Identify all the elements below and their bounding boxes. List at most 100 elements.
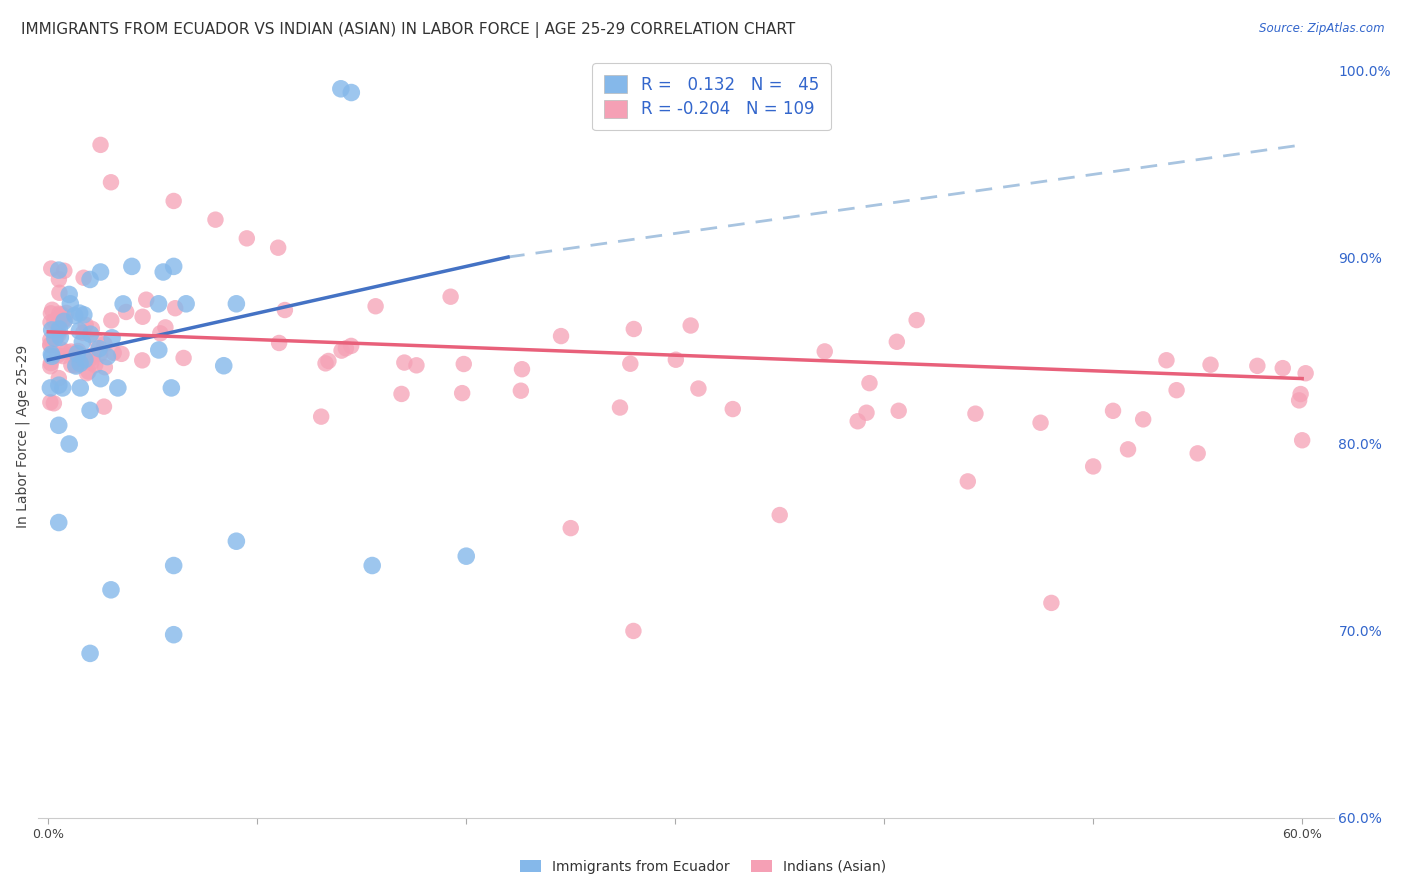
Point (679, 318, 702, 333)
Point (87, 342, 110, 356)
Point (52, 381, 75, 395)
Point (41, 347, 63, 361)
Point (509, 384, 531, 398)
Point (453, 357, 475, 371)
Point (80, 356, 103, 370)
Point (89, 347, 111, 361)
Point (69, 356, 91, 370)
Point (79, 646, 101, 660)
Point (665, 352, 688, 367)
Point (82, 348, 104, 362)
Point (1288, 393, 1310, 408)
Point (63, 309, 86, 323)
Point (619, 357, 641, 371)
Point (80, 322, 103, 336)
Point (39, 333, 62, 347)
Text: IMMIGRANTS FROM ECUADOR VS INDIAN (ASIAN) IN LABOR FORCE | AGE 25-29 CORRELATION: IMMIGRANTS FROM ECUADOR VS INDIAN (ASIAN… (21, 22, 796, 38)
Point (93, 337, 115, 351)
Point (340, 339, 363, 353)
Point (364, 299, 387, 313)
Point (48, 378, 70, 392)
Point (814, 344, 837, 359)
Point (48, 316, 70, 330)
Point (394, 355, 416, 369)
Point (361, 558, 384, 573)
Point (131, 310, 153, 324)
Point (48, 272, 70, 286)
Point (887, 404, 910, 418)
Point (39, 315, 62, 329)
Point (623, 624, 645, 638)
Point (101, 331, 124, 345)
Point (769, 508, 792, 522)
Point (48, 516, 70, 530)
Point (1083, 459, 1105, 474)
Point (79, 403, 101, 417)
Point (58, 287, 80, 301)
Point (688, 382, 710, 396)
Point (46, 348, 69, 362)
Text: Source: ZipAtlas.com: Source: ZipAtlas.com (1260, 22, 1385, 36)
Point (48, 263, 70, 277)
Point (39, 359, 62, 374)
Point (55, 344, 77, 359)
Point (115, 305, 138, 319)
Point (1199, 358, 1222, 372)
Point (39, 337, 62, 351)
Point (335, 341, 357, 355)
Point (131, 353, 153, 368)
Point (96, 350, 118, 364)
Point (405, 359, 427, 373)
Point (41, 323, 63, 337)
Point (93, 400, 115, 414)
Point (965, 407, 987, 421)
Point (39, 261, 62, 276)
Point (89, 265, 111, 279)
Point (84, 358, 107, 372)
Point (44, 314, 66, 328)
Point (456, 549, 478, 564)
Point (721, 402, 744, 417)
Legend: Immigrants from Ecuador, Indians (Asian): Immigrants from Ecuador, Indians (Asian) (513, 853, 893, 880)
Point (60, 358, 83, 372)
Point (1187, 446, 1209, 460)
Point (886, 334, 908, 349)
Point (149, 326, 172, 341)
Point (63, 359, 86, 373)
Point (905, 313, 928, 327)
Point (67, 324, 90, 338)
Point (148, 343, 170, 357)
Point (510, 362, 533, 376)
Point (52, 349, 75, 363)
Y-axis label: In Labor Force | Age 25-29: In Labor Force | Age 25-29 (15, 345, 30, 528)
Point (1156, 353, 1178, 368)
Point (163, 260, 186, 274)
Point (110, 347, 132, 361)
Point (67, 343, 90, 358)
Point (76, 366, 98, 380)
Point (49, 330, 72, 344)
Point (72, 270, 94, 285)
Point (103, 346, 125, 360)
Point (1295, 366, 1317, 380)
Point (41, 349, 63, 363)
Point (165, 301, 187, 316)
Point (439, 290, 461, 304)
Point (225, 534, 247, 549)
Point (48, 371, 70, 385)
Point (391, 387, 413, 401)
Point (49, 342, 72, 356)
Point (623, 322, 645, 336)
Point (1271, 361, 1294, 376)
Point (39, 381, 62, 395)
Point (100, 582, 122, 597)
Point (58, 437, 80, 451)
Point (135, 293, 157, 307)
Point (318, 354, 340, 368)
Point (69, 381, 91, 395)
Point (609, 401, 631, 415)
Point (236, 231, 259, 245)
Point (1040, 596, 1063, 610)
Point (1029, 416, 1052, 430)
Point (77, 365, 100, 379)
